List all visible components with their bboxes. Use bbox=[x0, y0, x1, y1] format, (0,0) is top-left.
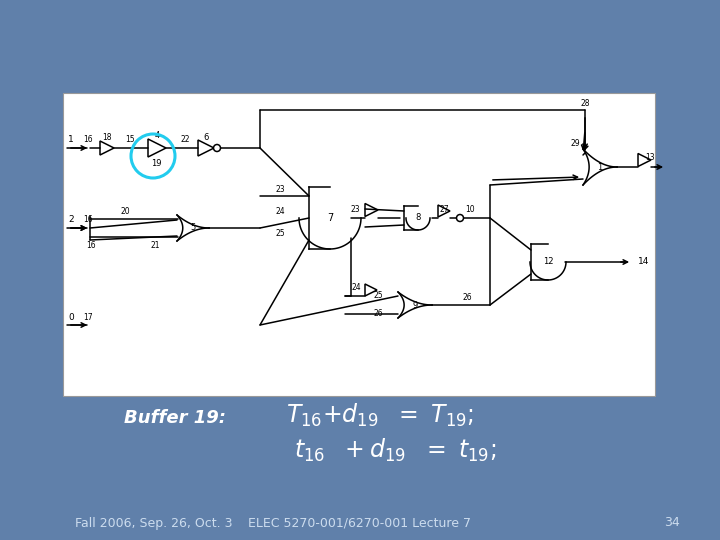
Text: 4: 4 bbox=[154, 132, 160, 140]
Text: 9: 9 bbox=[413, 300, 418, 309]
Text: 18: 18 bbox=[102, 133, 112, 143]
Text: 0: 0 bbox=[68, 313, 73, 321]
Text: Fall 2006, Sep. 26, Oct. 3: Fall 2006, Sep. 26, Oct. 3 bbox=[75, 516, 233, 530]
Text: 1: 1 bbox=[598, 163, 603, 172]
Text: 10: 10 bbox=[465, 206, 474, 214]
Text: 28: 28 bbox=[580, 99, 590, 109]
Text: 27: 27 bbox=[439, 205, 449, 213]
Text: 16: 16 bbox=[84, 136, 93, 145]
Text: 26: 26 bbox=[462, 293, 472, 301]
Text: 25: 25 bbox=[373, 291, 383, 300]
Text: 19: 19 bbox=[150, 159, 161, 168]
Text: 8: 8 bbox=[415, 213, 420, 222]
Text: 24: 24 bbox=[275, 206, 285, 215]
Circle shape bbox=[456, 214, 464, 221]
Text: 34: 34 bbox=[665, 516, 680, 530]
Text: 2: 2 bbox=[68, 215, 73, 225]
Text: $T_{16}$$ + d_{19}$$\ \ =\ T_{19}$$ ;$: $T_{16}$$ + d_{19}$$\ \ =\ T_{19}$$ ;$ bbox=[286, 401, 474, 429]
Text: 17: 17 bbox=[84, 313, 93, 321]
Text: 1: 1 bbox=[68, 136, 73, 145]
Text: 13: 13 bbox=[645, 153, 654, 163]
Text: 25: 25 bbox=[275, 228, 285, 238]
FancyBboxPatch shape bbox=[63, 93, 655, 396]
Text: 7: 7 bbox=[327, 213, 333, 223]
Text: Buffer 19:: Buffer 19: bbox=[124, 409, 226, 427]
Text: $t_{16}$$\ \ + d_{19}$$\ \ =\ t_{19}$$ ;$: $t_{16}$$\ \ + d_{19}$$\ \ =\ t_{19}$$ ;… bbox=[294, 436, 496, 464]
Text: 12: 12 bbox=[543, 258, 553, 267]
Text: ELEC 5270-001/6270-001 Lecture 7: ELEC 5270-001/6270-001 Lecture 7 bbox=[248, 516, 472, 530]
Text: 23: 23 bbox=[350, 206, 360, 214]
Text: 15: 15 bbox=[125, 136, 135, 145]
Text: 5: 5 bbox=[190, 224, 196, 233]
Text: 6: 6 bbox=[203, 132, 209, 141]
Text: 14: 14 bbox=[638, 258, 649, 267]
Text: 20: 20 bbox=[120, 206, 130, 215]
Text: 29: 29 bbox=[570, 139, 580, 148]
Text: 26: 26 bbox=[373, 308, 383, 318]
Text: 16: 16 bbox=[86, 240, 96, 249]
Text: 16: 16 bbox=[84, 215, 93, 225]
Text: 24: 24 bbox=[351, 284, 361, 293]
Text: 23: 23 bbox=[275, 185, 285, 193]
Circle shape bbox=[214, 145, 220, 152]
Text: 22: 22 bbox=[180, 136, 190, 145]
Text: 21: 21 bbox=[150, 241, 160, 251]
